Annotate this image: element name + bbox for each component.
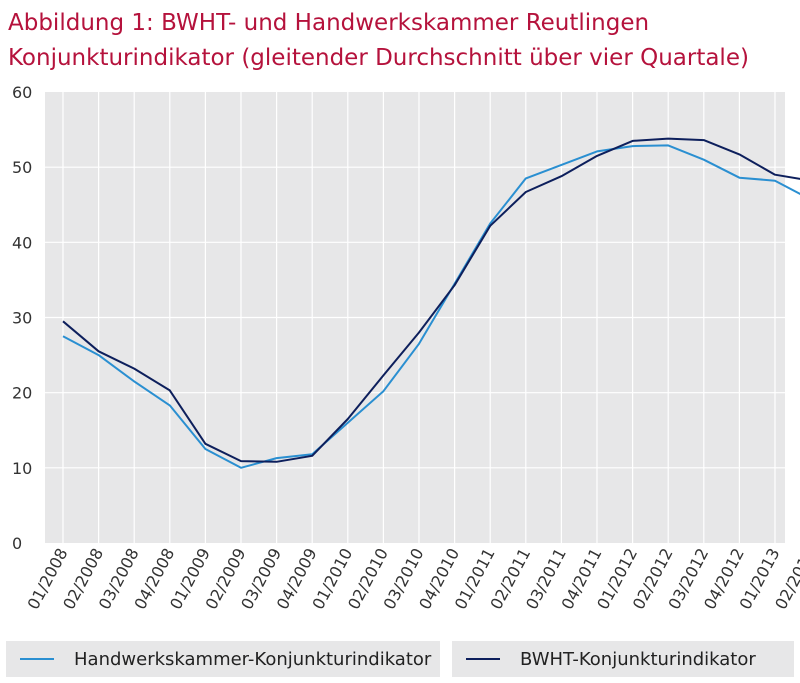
legend-label-bwht: BWHT-Konjunkturindikator — [520, 648, 756, 670]
y-tick-label: 10 — [12, 459, 32, 478]
legend-item-hwk: Handwerkskammer-Konjunkturindikator — [6, 641, 440, 677]
legend-label-hwk: Handwerkskammer-Konjunkturindikator — [74, 648, 432, 670]
y-tick-label: 0 — [12, 534, 22, 553]
y-tick-label: 30 — [12, 309, 32, 328]
legend-swatch-hwk — [20, 658, 54, 660]
series-line-hwk — [62, 144, 800, 469]
chart-title-line-1: Abbildung 1: BWHT- und Handwerkskammer R… — [8, 10, 650, 36]
y-tick-label: 60 — [12, 83, 32, 102]
y-tick-label: 40 — [12, 233, 32, 252]
legend-swatch-bwht — [466, 658, 500, 660]
legend-item-bwht: BWHT-Konjunkturindikator — [452, 641, 794, 677]
y-tick-label: 50 — [12, 158, 32, 177]
chart-title-line-2: Konjunkturindikator (gleitender Durchsch… — [8, 45, 749, 71]
chart-title: Abbildung 1: BWHT- und Handwerkskammer R… — [8, 6, 798, 76]
y-tick-label: 20 — [12, 384, 32, 403]
line-chart: 010203040506001/200802/200803/200804/200… — [12, 83, 800, 613]
series-line-bwht — [62, 137, 800, 463]
